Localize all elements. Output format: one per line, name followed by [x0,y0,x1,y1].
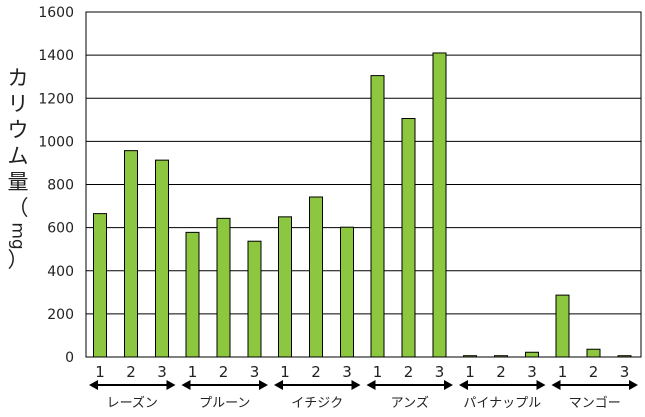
x-sub-label: 1 [280,363,290,381]
bar [525,351,539,358]
x-sub-label: 1 [188,363,198,381]
bar [494,355,508,358]
group-arrow-head [551,380,561,390]
x-sub-label: 2 [311,363,321,381]
bar [247,240,262,358]
bar [155,159,169,358]
x-sub-label: 2 [219,363,229,381]
x-sub-label: 1 [465,363,475,381]
x-sub-label: 3 [342,363,352,381]
group-arrow-head [89,380,98,390]
bar [340,226,354,358]
bar [586,348,601,358]
x-sub-label: 2 [404,363,414,381]
y-tick-label: 0 [65,350,74,366]
x-sub-label: 2 [589,363,599,381]
x-sub-label: 1 [95,363,105,381]
y-tick-label: 800 [47,178,74,194]
bar [93,213,107,358]
bar [432,52,447,358]
group-label: プルーン [199,396,250,411]
y-tick-label: 600 [47,221,74,237]
x-sub-label: 1 [373,363,383,381]
group-arrow-head [366,380,376,390]
group-arrow-head [274,380,283,390]
y-axis-label: カ リ ウ ム 量 （ mg ） [6,65,30,273]
y-axis-label-char: mg [8,222,29,250]
bar [617,355,632,358]
group-arrow-head [536,380,546,390]
y-axis-label-char: ウ [7,118,29,142]
x-sub-label: 3 [620,363,630,381]
y-axis-label-char: 量 [7,170,29,194]
y-axis-label-char: リ [7,92,29,116]
bar [278,216,292,358]
x-sub-label: 3 [157,363,167,381]
x-sub-label: 3 [527,363,537,381]
bar [216,217,231,358]
group-arrow-head [351,380,361,390]
group-label: イチジク [291,396,343,411]
group-arrow-head [259,380,268,390]
y-tick-label: 400 [47,264,74,280]
bar [309,196,323,358]
y-tick-label: 1200 [38,91,74,107]
group-arrow-head [166,380,176,390]
x-sub-label: 1 [558,363,568,381]
x-sub-label: 2 [126,363,136,381]
y-tick-label: 1400 [38,48,74,64]
group-label: マンゴー [569,395,621,411]
y-tick-label: 1000 [38,134,74,150]
group-label: アンズ [391,395,429,411]
y-tick-label: 200 [47,307,74,323]
bar [555,294,570,358]
group-arrow-head [444,380,453,390]
y-axis-label-char: （ [7,196,29,220]
group-label: パイナップル [463,396,541,411]
bar [124,150,138,358]
y-axis-label-char: ） [7,248,29,272]
x-sub-label: 3 [250,363,260,381]
group-arrow-head [459,380,468,390]
bar [370,75,385,358]
bar [463,355,477,358]
group-label: レーズン [107,395,158,411]
group-arrow-head [629,380,638,390]
y-axis-label-char: ム [7,144,29,168]
bar [401,118,416,358]
bar [185,231,200,358]
y-tick-label: 1600 [38,5,74,21]
group-arrow-head [181,380,191,390]
x-sub-label: 2 [496,363,506,381]
x-sub-label: 3 [435,363,445,381]
y-axis-label-char: カ [7,66,29,90]
